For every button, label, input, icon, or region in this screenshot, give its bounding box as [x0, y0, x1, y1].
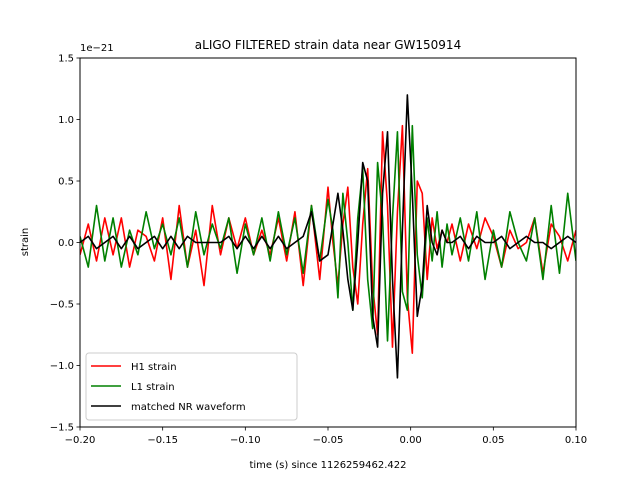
x-tick-label: −0.10	[230, 435, 261, 446]
x-tick-label: 0.10	[565, 435, 587, 446]
legend-label: matched NR waveform	[131, 402, 246, 413]
y-offset-label: 1e−21	[80, 43, 114, 54]
legend: H1 strain L1 strain matched NR waveform	[85, 352, 298, 421]
legend-label: L1 strain	[131, 382, 175, 393]
y-axis-label: strain	[20, 228, 31, 257]
x-tick-label: 0.05	[482, 435, 504, 446]
series-line-matched-nr-waveform	[80, 94, 576, 379]
y-axis: −1.5 −1.0 −0.5 0.0 0.5 1.0 1.5	[50, 54, 80, 434]
x-axis: −0.20 −0.15 −0.10 −0.05 0.00 0.05 0.10	[65, 427, 587, 446]
y-tick-label: −1.5	[50, 423, 74, 434]
chart-title: aLIGO FILTERED strain data near GW150914	[195, 38, 461, 52]
x-tick-label: −0.20	[65, 435, 96, 446]
x-tick-label: 0.00	[400, 435, 422, 446]
y-tick-label: 1.5	[58, 54, 74, 65]
x-tick-label: −0.05	[313, 435, 344, 446]
legend-label: H1 strain	[131, 362, 177, 373]
y-tick-label: −0.5	[50, 300, 74, 311]
x-axis-label: time (s) since 1126259462.422	[249, 460, 406, 471]
y-tick-label: 1.0	[58, 115, 74, 126]
x-tick-label: −0.15	[147, 435, 178, 446]
legend-box	[85, 352, 298, 421]
series-layer	[80, 94, 576, 379]
y-tick-label: 0.0	[58, 238, 74, 249]
y-tick-label: 0.5	[58, 177, 74, 188]
y-tick-label: −1.0	[50, 361, 74, 372]
